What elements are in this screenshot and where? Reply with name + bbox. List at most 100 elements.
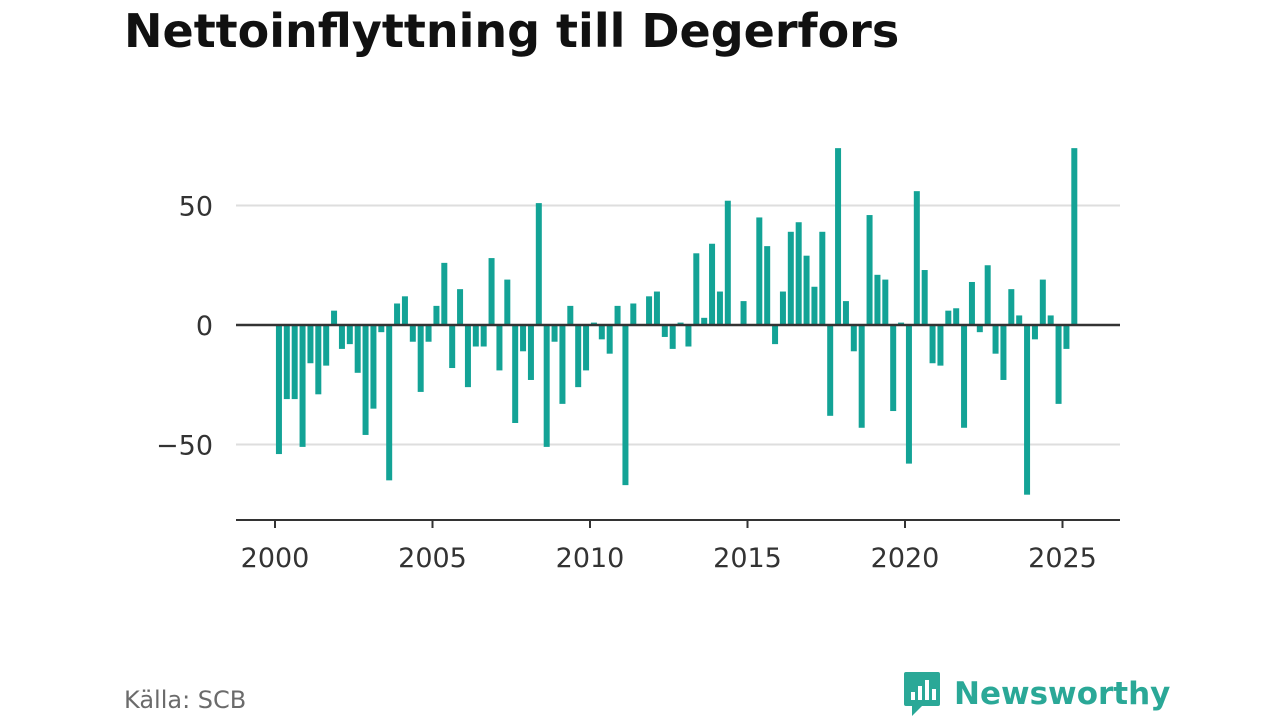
chart-title: Nettoinflyttning till Degerfors — [124, 4, 900, 58]
bar — [740, 301, 747, 325]
bar — [827, 325, 834, 416]
bar — [315, 325, 322, 395]
bar — [890, 325, 897, 412]
bar — [921, 270, 928, 325]
bar — [338, 325, 345, 349]
bar — [527, 325, 534, 380]
bar — [779, 291, 786, 325]
bar — [1024, 325, 1031, 495]
bar — [449, 325, 456, 369]
bar — [441, 262, 448, 325]
bar — [354, 325, 361, 373]
bar — [1008, 289, 1015, 325]
y-tick-label: 50 — [179, 192, 213, 223]
x-tick-labels: 2000 2005 2010 2015 2020 2025 — [241, 543, 1097, 574]
bar — [646, 296, 653, 325]
bar — [433, 305, 440, 325]
bar — [701, 317, 708, 325]
bar — [551, 325, 558, 342]
bar — [976, 325, 983, 333]
bar — [685, 325, 692, 347]
bar — [575, 325, 582, 388]
brand-name: Newsworthy — [954, 676, 1171, 712]
bar — [913, 191, 920, 325]
bar — [1039, 279, 1046, 325]
bar — [882, 279, 889, 325]
bar — [614, 305, 621, 325]
newsworthy-logo[interactable]: Newsworthy — [902, 670, 1170, 718]
bar — [953, 308, 960, 325]
bar — [598, 325, 605, 340]
bar — [842, 301, 849, 325]
bar — [709, 243, 716, 325]
bar — [283, 325, 290, 400]
bar — [401, 296, 408, 325]
bar — [1071, 148, 1078, 325]
bar — [606, 325, 613, 354]
bar — [331, 310, 338, 325]
bar — [874, 274, 881, 325]
x-tick-label: 2010 — [556, 543, 625, 574]
bar — [409, 325, 416, 342]
bar — [756, 217, 763, 325]
bar — [630, 303, 637, 325]
bar — [472, 325, 479, 347]
bar — [299, 325, 306, 447]
bar — [811, 286, 818, 325]
bar — [488, 258, 495, 325]
bar — [370, 325, 377, 409]
bar — [661, 325, 668, 337]
bar — [858, 325, 865, 428]
axes — [236, 323, 1120, 528]
bar — [819, 231, 826, 325]
bar — [275, 325, 282, 455]
bar — [945, 310, 952, 325]
bar — [386, 325, 393, 481]
x-tick-label: 2015 — [713, 543, 782, 574]
bar — [850, 325, 857, 352]
bar — [1031, 325, 1038, 340]
bar — [1000, 325, 1007, 380]
bar — [835, 148, 842, 325]
y-tick-label: 0 — [196, 311, 213, 342]
newsworthy-chart-icon — [904, 672, 940, 716]
bar — [543, 325, 550, 447]
source-note: Källa: SCB — [124, 686, 247, 714]
bar — [457, 289, 464, 325]
bar — [929, 325, 936, 364]
bar — [968, 281, 975, 325]
bar — [905, 325, 912, 464]
bar — [417, 325, 424, 392]
bar — [480, 325, 487, 347]
bar — [693, 253, 700, 325]
bar — [323, 325, 330, 366]
bar — [394, 303, 401, 325]
bar — [512, 325, 519, 423]
bar — [716, 291, 723, 325]
bar — [764, 246, 771, 325]
bar — [866, 215, 873, 325]
bar — [1016, 315, 1023, 325]
bar — [559, 325, 566, 404]
bar — [795, 222, 802, 325]
bar — [496, 325, 503, 371]
x-tick-label: 2025 — [1028, 543, 1097, 574]
bar — [504, 279, 511, 325]
bar — [567, 305, 574, 325]
bar — [520, 325, 527, 352]
bar — [1055, 325, 1062, 404]
bar — [291, 325, 298, 400]
bar — [669, 325, 676, 349]
x-tick-label: 2005 — [398, 543, 467, 574]
y-tick-label: −50 — [156, 431, 213, 462]
x-tick-label: 2020 — [871, 543, 940, 574]
x-tick-label: 2000 — [241, 543, 310, 574]
bar — [425, 325, 432, 342]
bar — [1063, 325, 1070, 349]
bar — [961, 325, 968, 428]
bar — [984, 265, 991, 325]
bar — [803, 255, 810, 325]
bar — [464, 325, 471, 388]
bar — [362, 325, 369, 435]
